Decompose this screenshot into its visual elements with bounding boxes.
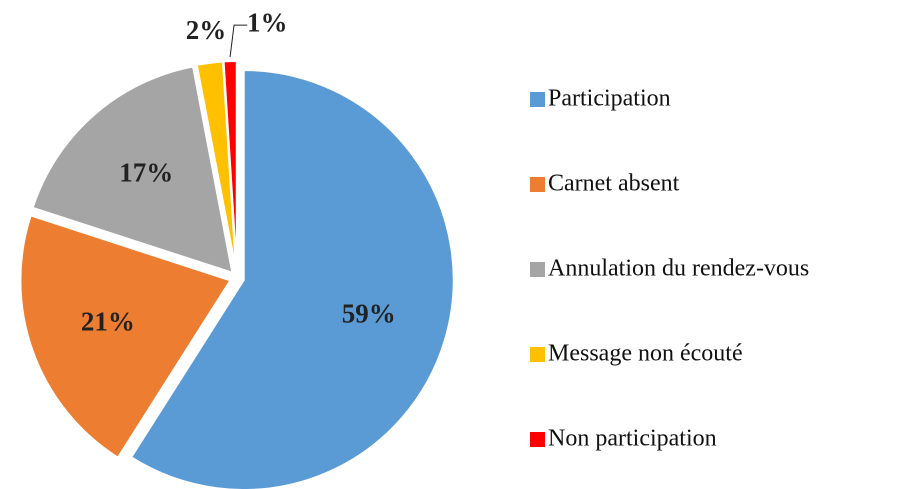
legend-label: Message non écouté (548, 341, 743, 367)
legend-label: Carnet absent (548, 171, 680, 197)
pie-slice (222, 60, 238, 272)
leader-line (229, 24, 248, 58)
legend-swatch (530, 432, 545, 447)
pie-slice (129, 68, 455, 489)
data-label: 1% (247, 7, 288, 37)
legend-label: Participation (548, 86, 671, 112)
legend-label: Non participation (548, 426, 717, 452)
legend-swatch (530, 92, 545, 107)
data-label: 21% (81, 307, 135, 337)
data-label: 2% (186, 15, 227, 45)
data-label: 59% (342, 298, 396, 328)
legend-swatch (530, 177, 545, 192)
legend-swatch (530, 347, 545, 362)
pie-slice (19, 214, 232, 460)
data-label: 17% (119, 157, 173, 187)
legend-swatch (530, 262, 545, 277)
legend-label: Annulation du rendez-vous (548, 256, 809, 282)
pie-slice (31, 65, 234, 275)
